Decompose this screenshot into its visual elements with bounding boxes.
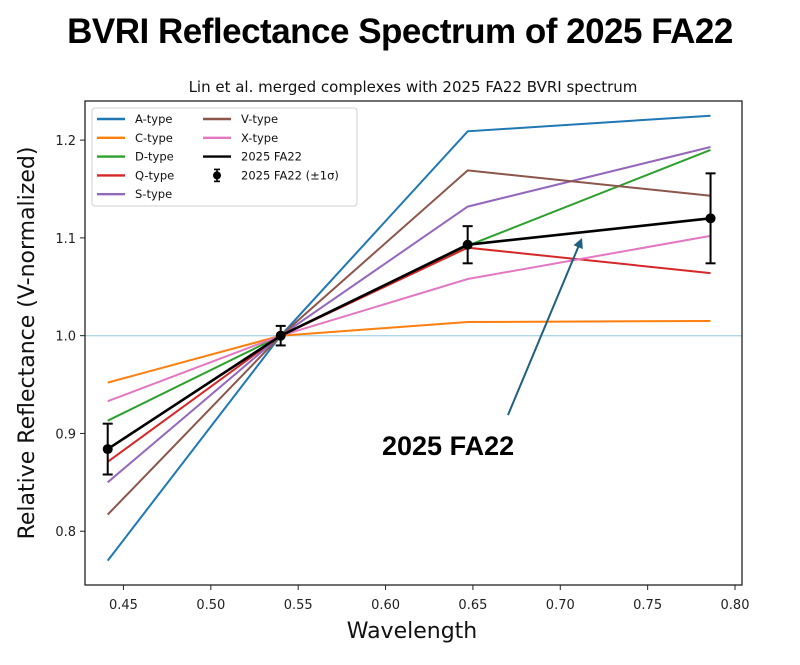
y-axis-title: Relative Reflectance (V-normalized) [15, 147, 40, 540]
legend-label-a-type: A-type [135, 112, 172, 126]
legend-label-2025-fa22: 2025 FA22 [241, 150, 302, 164]
y-tick-label-0: 0.8 [55, 525, 76, 540]
chart-subtitle: Lin et al. merged complexes with 2025 FA… [189, 78, 638, 96]
legend-label-c-type: C-type [135, 131, 173, 145]
annotation-label: 2025 FA22 [382, 431, 514, 461]
legend-label-errorbar: 2025 FA22 (±1σ) [241, 168, 339, 182]
x-tick-label-5: 0.70 [546, 598, 575, 613]
y-tick-label-3: 1.1 [55, 232, 76, 247]
y-tick-label-2: 1.0 [55, 330, 76, 345]
legend-label-s-type: S-type [135, 187, 172, 201]
x-tick-label-7: 0.80 [721, 598, 750, 613]
x-tick-label-0: 0.45 [109, 598, 138, 613]
data-point-0 [102, 444, 113, 455]
page-title: BVRI Reflectance Spectrum of 2025 FA22 [67, 12, 733, 51]
x-tick-label-2: 0.55 [284, 598, 313, 613]
legend-label-q-type: Q-type [135, 168, 174, 182]
series-line-v-type [106, 169, 711, 516]
data-point-3 [705, 213, 716, 224]
x-tick-label-6: 0.75 [633, 598, 662, 613]
annotation-arrow [507, 237, 583, 416]
legend-swatch-errorbar-marker [213, 171, 221, 180]
data-point-2 [462, 239, 473, 250]
series-line-q-type [107, 246, 711, 463]
legend-label-x-type: X-type [241, 131, 278, 145]
legend-label-d-type: D-type [135, 150, 174, 164]
x-tick-label-4: 0.65 [458, 598, 487, 613]
axes-frame [84, 100, 743, 586]
series-line-s-type [107, 146, 711, 484]
plot-area: 0.45 0.50 0.55 0.60 0.65 0.70 0.75 0.80 0.8 0.9 1.… [55, 100, 750, 613]
x-tick-label-3: 0.60 [371, 598, 400, 613]
series-line-a-type [106, 114, 711, 562]
legend-label-v-type: V-type [241, 112, 278, 126]
series-line-2025-fa22 [106, 217, 711, 451]
x-tick-label-1: 0.50 [196, 598, 225, 613]
y-tick-label-4: 1.2 [55, 134, 76, 149]
legend: A-type C-type D-type Q-type S-type V-type X-ty… [91, 107, 358, 207]
series-line-x-type [107, 234, 711, 403]
y-tick-label-1: 0.9 [55, 427, 76, 442]
data-point-1 [275, 330, 286, 341]
x-axis-title: Wavelength [347, 619, 478, 644]
series-line-c-type [107, 320, 711, 384]
